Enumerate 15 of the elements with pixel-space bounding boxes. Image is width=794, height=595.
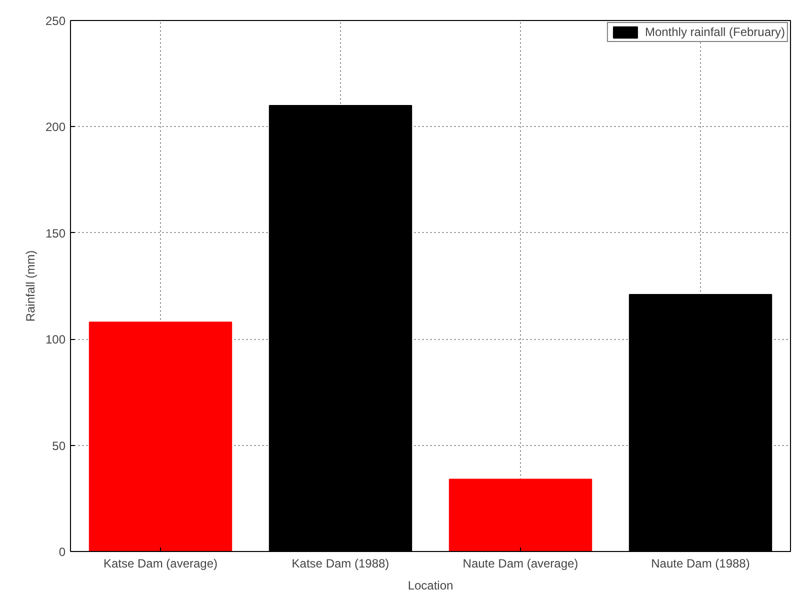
x-tick-label: Naute Dam (average) bbox=[462, 556, 578, 570]
y-tick-label: 0 bbox=[58, 545, 66, 559]
y-tick-label: 250 bbox=[45, 14, 66, 28]
y-tick-label: 200 bbox=[45, 120, 66, 134]
legend-label: Monthly rainfall (February) bbox=[644, 25, 785, 39]
x-tick-label: Katse Dam (1988) bbox=[292, 556, 390, 570]
bar bbox=[88, 322, 232, 552]
x-axis-title: Location bbox=[408, 578, 454, 592]
bar bbox=[448, 478, 592, 552]
y-tick-label: 100 bbox=[45, 332, 66, 347]
y-tick-label: 150 bbox=[45, 226, 66, 240]
y-axis-title: Rainfall (mm) bbox=[23, 250, 38, 322]
x-tick-label: Naute Dam (1988) bbox=[651, 556, 750, 570]
y-tick-label: 50 bbox=[52, 438, 66, 453]
x-tick-label: Katse Dam (average) bbox=[103, 556, 218, 570]
